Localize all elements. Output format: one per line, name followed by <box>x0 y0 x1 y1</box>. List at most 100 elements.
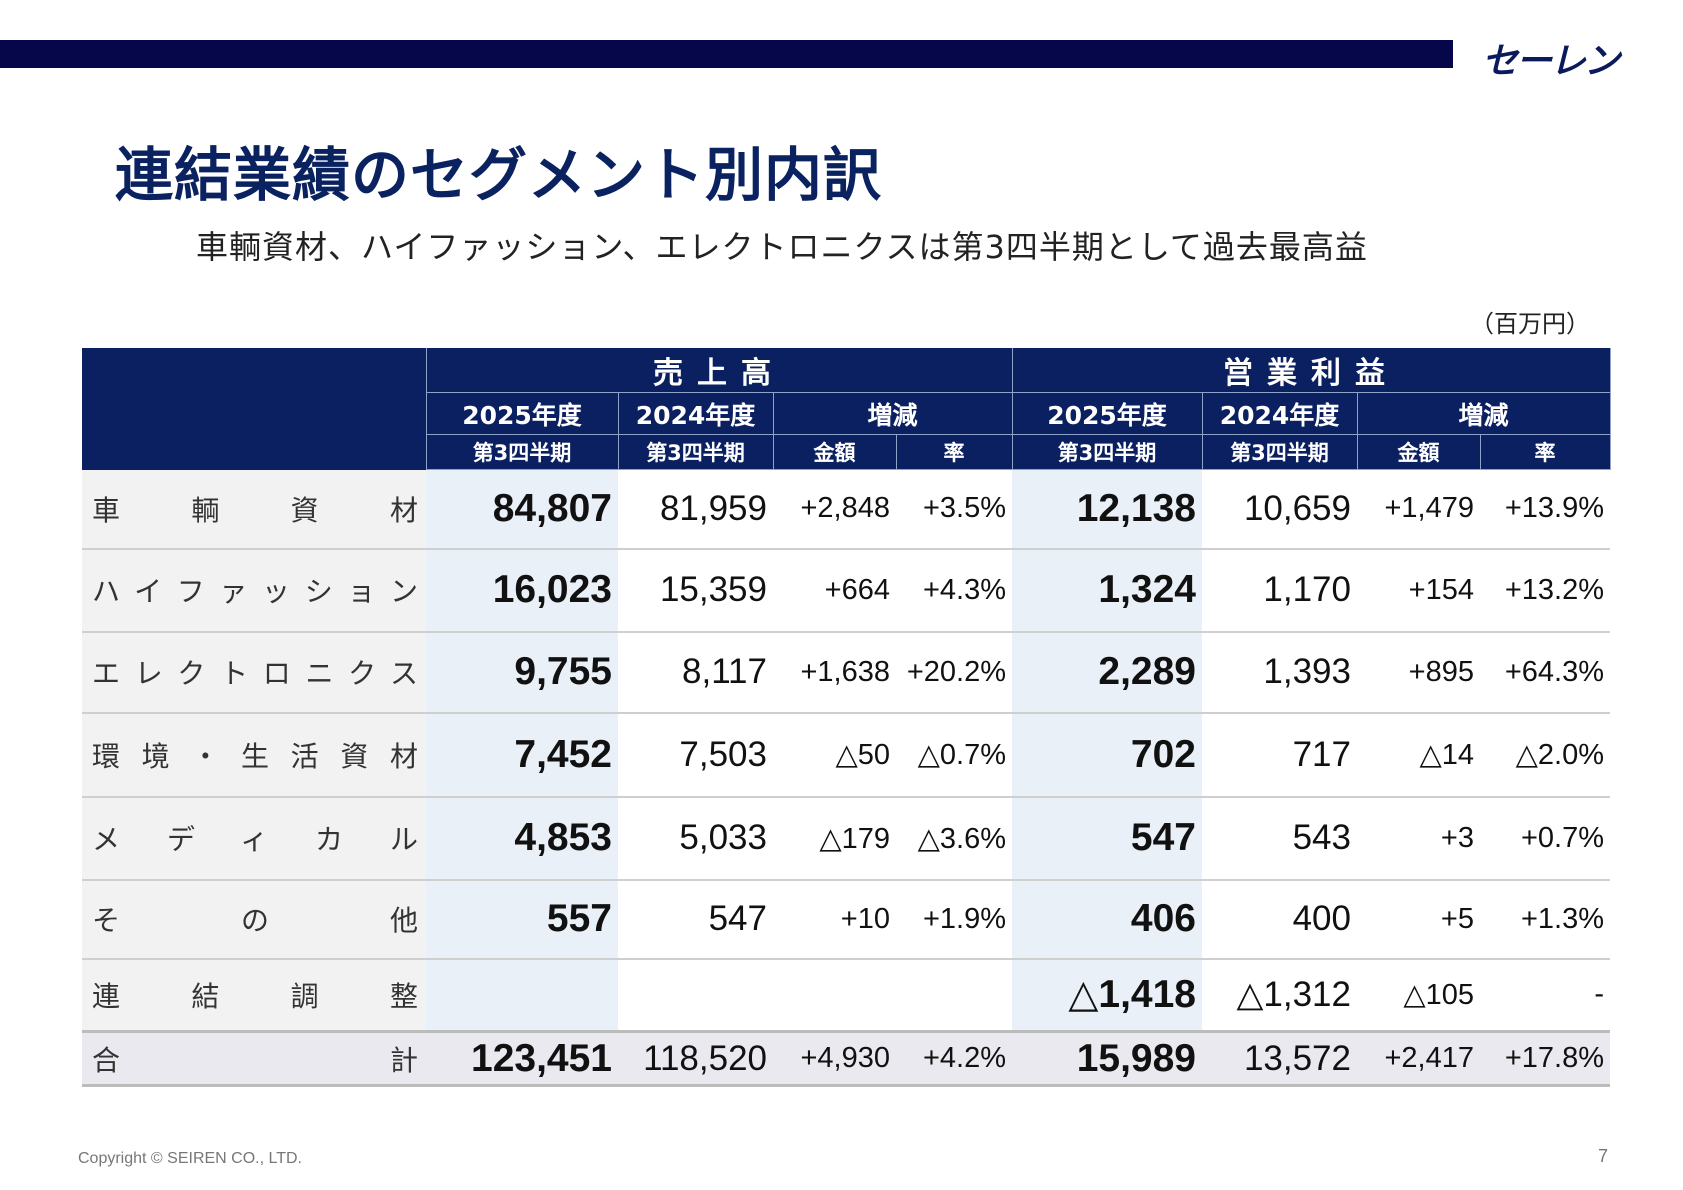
header-rate: 率 <box>895 434 1013 470</box>
cell-sales-2024: 5,033 <box>618 796 773 881</box>
cell-sales-change-rate: +3.5% <box>896 469 1012 550</box>
cell-sales-2025 <box>426 958 618 1033</box>
page-number: 7 <box>1598 1146 1609 1166</box>
cell-sales-change-amount: △179 <box>773 796 896 881</box>
cell-sales-2024: 81,959 <box>618 469 773 550</box>
cell-sales-change-rate <box>896 958 1012 1033</box>
cell-sales-2024: 8,117 <box>618 631 773 714</box>
cell-op-2024: 13,572 <box>1202 1031 1357 1087</box>
page-subtitle: 車輌資材、ハイファッション、エレクトロニクスは第3四半期として過去最高益 <box>196 228 1368 266</box>
segment-table: 売上高 営業利益 2025年度 2024年度 増減 2025年度 2024年度 … <box>82 348 1611 1087</box>
cell-op-change-amount: △105 <box>1357 958 1480 1033</box>
cell-sales-change-amount: △50 <box>773 712 896 798</box>
cell-op-change-amount: +895 <box>1357 631 1480 714</box>
table-row: 環境・生活資材 7,452 7,503 △50 △0.7% 702 717 △14 △2.0% <box>82 712 1610 798</box>
cell-sales-2025: 4,853 <box>426 796 618 881</box>
cell-op-2025: 12,138 <box>1012 469 1202 550</box>
header-quarter: 第3四半期 <box>617 434 774 470</box>
cell-sales-2024 <box>618 958 773 1033</box>
cell-op-2025: 1,324 <box>1012 548 1202 633</box>
cell-op-2025: 15,989 <box>1012 1031 1202 1087</box>
cell-sales-change-amount: +664 <box>773 548 896 633</box>
segment-label: 環境・生活資材 <box>82 712 426 798</box>
cell-op-change-amount: +3 <box>1357 796 1480 881</box>
cell-op-change-rate: +13.9% <box>1480 469 1610 550</box>
cell-op-2024: 543 <box>1202 796 1357 881</box>
table-body: 車輌資材 84,807 81,959 +2,848 +3.5% 12,138 10,659 +… <box>82 469 1610 1087</box>
header-rate: 率 <box>1479 434 1611 470</box>
cell-sales-2025: 557 <box>426 879 618 960</box>
cell-sales-change-rate: +20.2% <box>896 631 1012 714</box>
segment-label: メディカル <box>82 796 426 881</box>
cell-op-change-rate: +1.3% <box>1480 879 1610 960</box>
cell-op-change-rate: +0.7% <box>1480 796 1610 881</box>
header-quarter: 第3四半期 <box>1011 434 1203 470</box>
table-row: メディカル 4,853 5,033 △179 △3.6% 547 543 +3 +0.7% <box>82 796 1610 881</box>
cell-op-2024: △1,312 <box>1202 958 1357 1033</box>
segment-label: エレクトロニクス <box>82 631 426 714</box>
cell-op-change-amount: +1,479 <box>1357 469 1480 550</box>
cell-sales-2024: 7,503 <box>618 712 773 798</box>
header-sales-2024: 2024年度 <box>617 392 774 435</box>
cell-op-2024: 400 <box>1202 879 1357 960</box>
cell-sales-2025: 9,755 <box>426 631 618 714</box>
table-row: ハイファッション 16,023 15,359 +664 +4.3% 1,324 1,170 +… <box>82 548 1610 633</box>
cell-op-change-rate: △2.0% <box>1480 712 1610 798</box>
top-banner-bar <box>0 40 1453 68</box>
cell-op-2024: 1,393 <box>1202 631 1357 714</box>
cell-sales-change-amount: +1,638 <box>773 631 896 714</box>
cell-op-change-rate: +64.3% <box>1480 631 1610 714</box>
header-sales-change: 増減 <box>772 392 1013 435</box>
cell-op-2025: 702 <box>1012 712 1202 798</box>
header-op-change: 増減 <box>1356 392 1611 435</box>
cell-op-2024: 1,170 <box>1202 548 1357 633</box>
header-quarter: 第3四半期 <box>425 434 619 470</box>
company-logo: セーレン <box>1482 41 1620 82</box>
cell-op-2025: 406 <box>1012 879 1202 960</box>
cell-sales-2025: 123,451 <box>426 1031 618 1087</box>
table-row: その他 557 547 +10 +1.9% 406 400 +5 +1.3% <box>82 879 1610 960</box>
cell-op-2024: 10,659 <box>1202 469 1357 550</box>
cell-sales-2025: 7,452 <box>426 712 618 798</box>
cell-sales-2024: 118,520 <box>618 1031 773 1087</box>
cell-op-2025: 547 <box>1012 796 1202 881</box>
cell-sales-change-amount: +2,848 <box>773 469 896 550</box>
segment-label: その他 <box>82 879 426 960</box>
cell-sales-2024: 15,359 <box>618 548 773 633</box>
header-amount: 金額 <box>772 434 897 470</box>
cell-sales-change-amount: +4,930 <box>773 1031 896 1087</box>
cell-op-change-rate: +13.2% <box>1480 548 1610 633</box>
cell-sales-2025: 84,807 <box>426 469 618 550</box>
cell-op-change-amount: △14 <box>1357 712 1480 798</box>
header-op-2024: 2024年度 <box>1201 392 1358 435</box>
cell-op-2025: 2,289 <box>1012 631 1202 714</box>
segment-label: 車輌資材 <box>82 469 426 550</box>
cell-op-change-amount: +5 <box>1357 879 1480 960</box>
segment-label: ハイファッション <box>82 548 426 633</box>
cell-op-change-rate: - <box>1480 958 1610 1033</box>
table-row: 車輌資材 84,807 81,959 +2,848 +3.5% 12,138 10,659 +… <box>82 469 1610 550</box>
cell-op-2025: △1,418 <box>1012 958 1202 1033</box>
cell-sales-change-rate: △3.6% <box>896 796 1012 881</box>
cell-sales-change-amount: +10 <box>773 879 896 960</box>
cell-sales-change-rate: +1.9% <box>896 879 1012 960</box>
cell-op-change-amount: +154 <box>1357 548 1480 633</box>
copyright: Copyright © SEIREN CO., LTD. <box>78 1150 302 1167</box>
cell-sales-change-rate: +4.2% <box>896 1031 1012 1087</box>
header-quarter: 第3四半期 <box>1201 434 1358 470</box>
cell-sales-change-rate: △0.7% <box>896 712 1012 798</box>
cell-op-2024: 717 <box>1202 712 1357 798</box>
unit-label: （百万円） <box>1470 310 1590 338</box>
segment-label: 合計 <box>82 1031 426 1087</box>
segment-label: 連結調整 <box>82 958 426 1033</box>
table-row: 連結調整 △1,418 △1,312 △105- <box>82 958 1610 1033</box>
header-sales: 売上高 <box>425 348 1013 393</box>
page-title: 連結業績のセグメント別内訳 <box>115 141 883 209</box>
cell-op-change-rate: +17.8% <box>1480 1031 1610 1087</box>
header-blank <box>82 348 427 470</box>
header-op-2025: 2025年度 <box>1011 392 1203 435</box>
cell-sales-2024: 547 <box>618 879 773 960</box>
cell-sales-change-amount <box>773 958 896 1033</box>
header-sales-2025: 2025年度 <box>425 392 619 435</box>
header-amount: 金額 <box>1356 434 1481 470</box>
